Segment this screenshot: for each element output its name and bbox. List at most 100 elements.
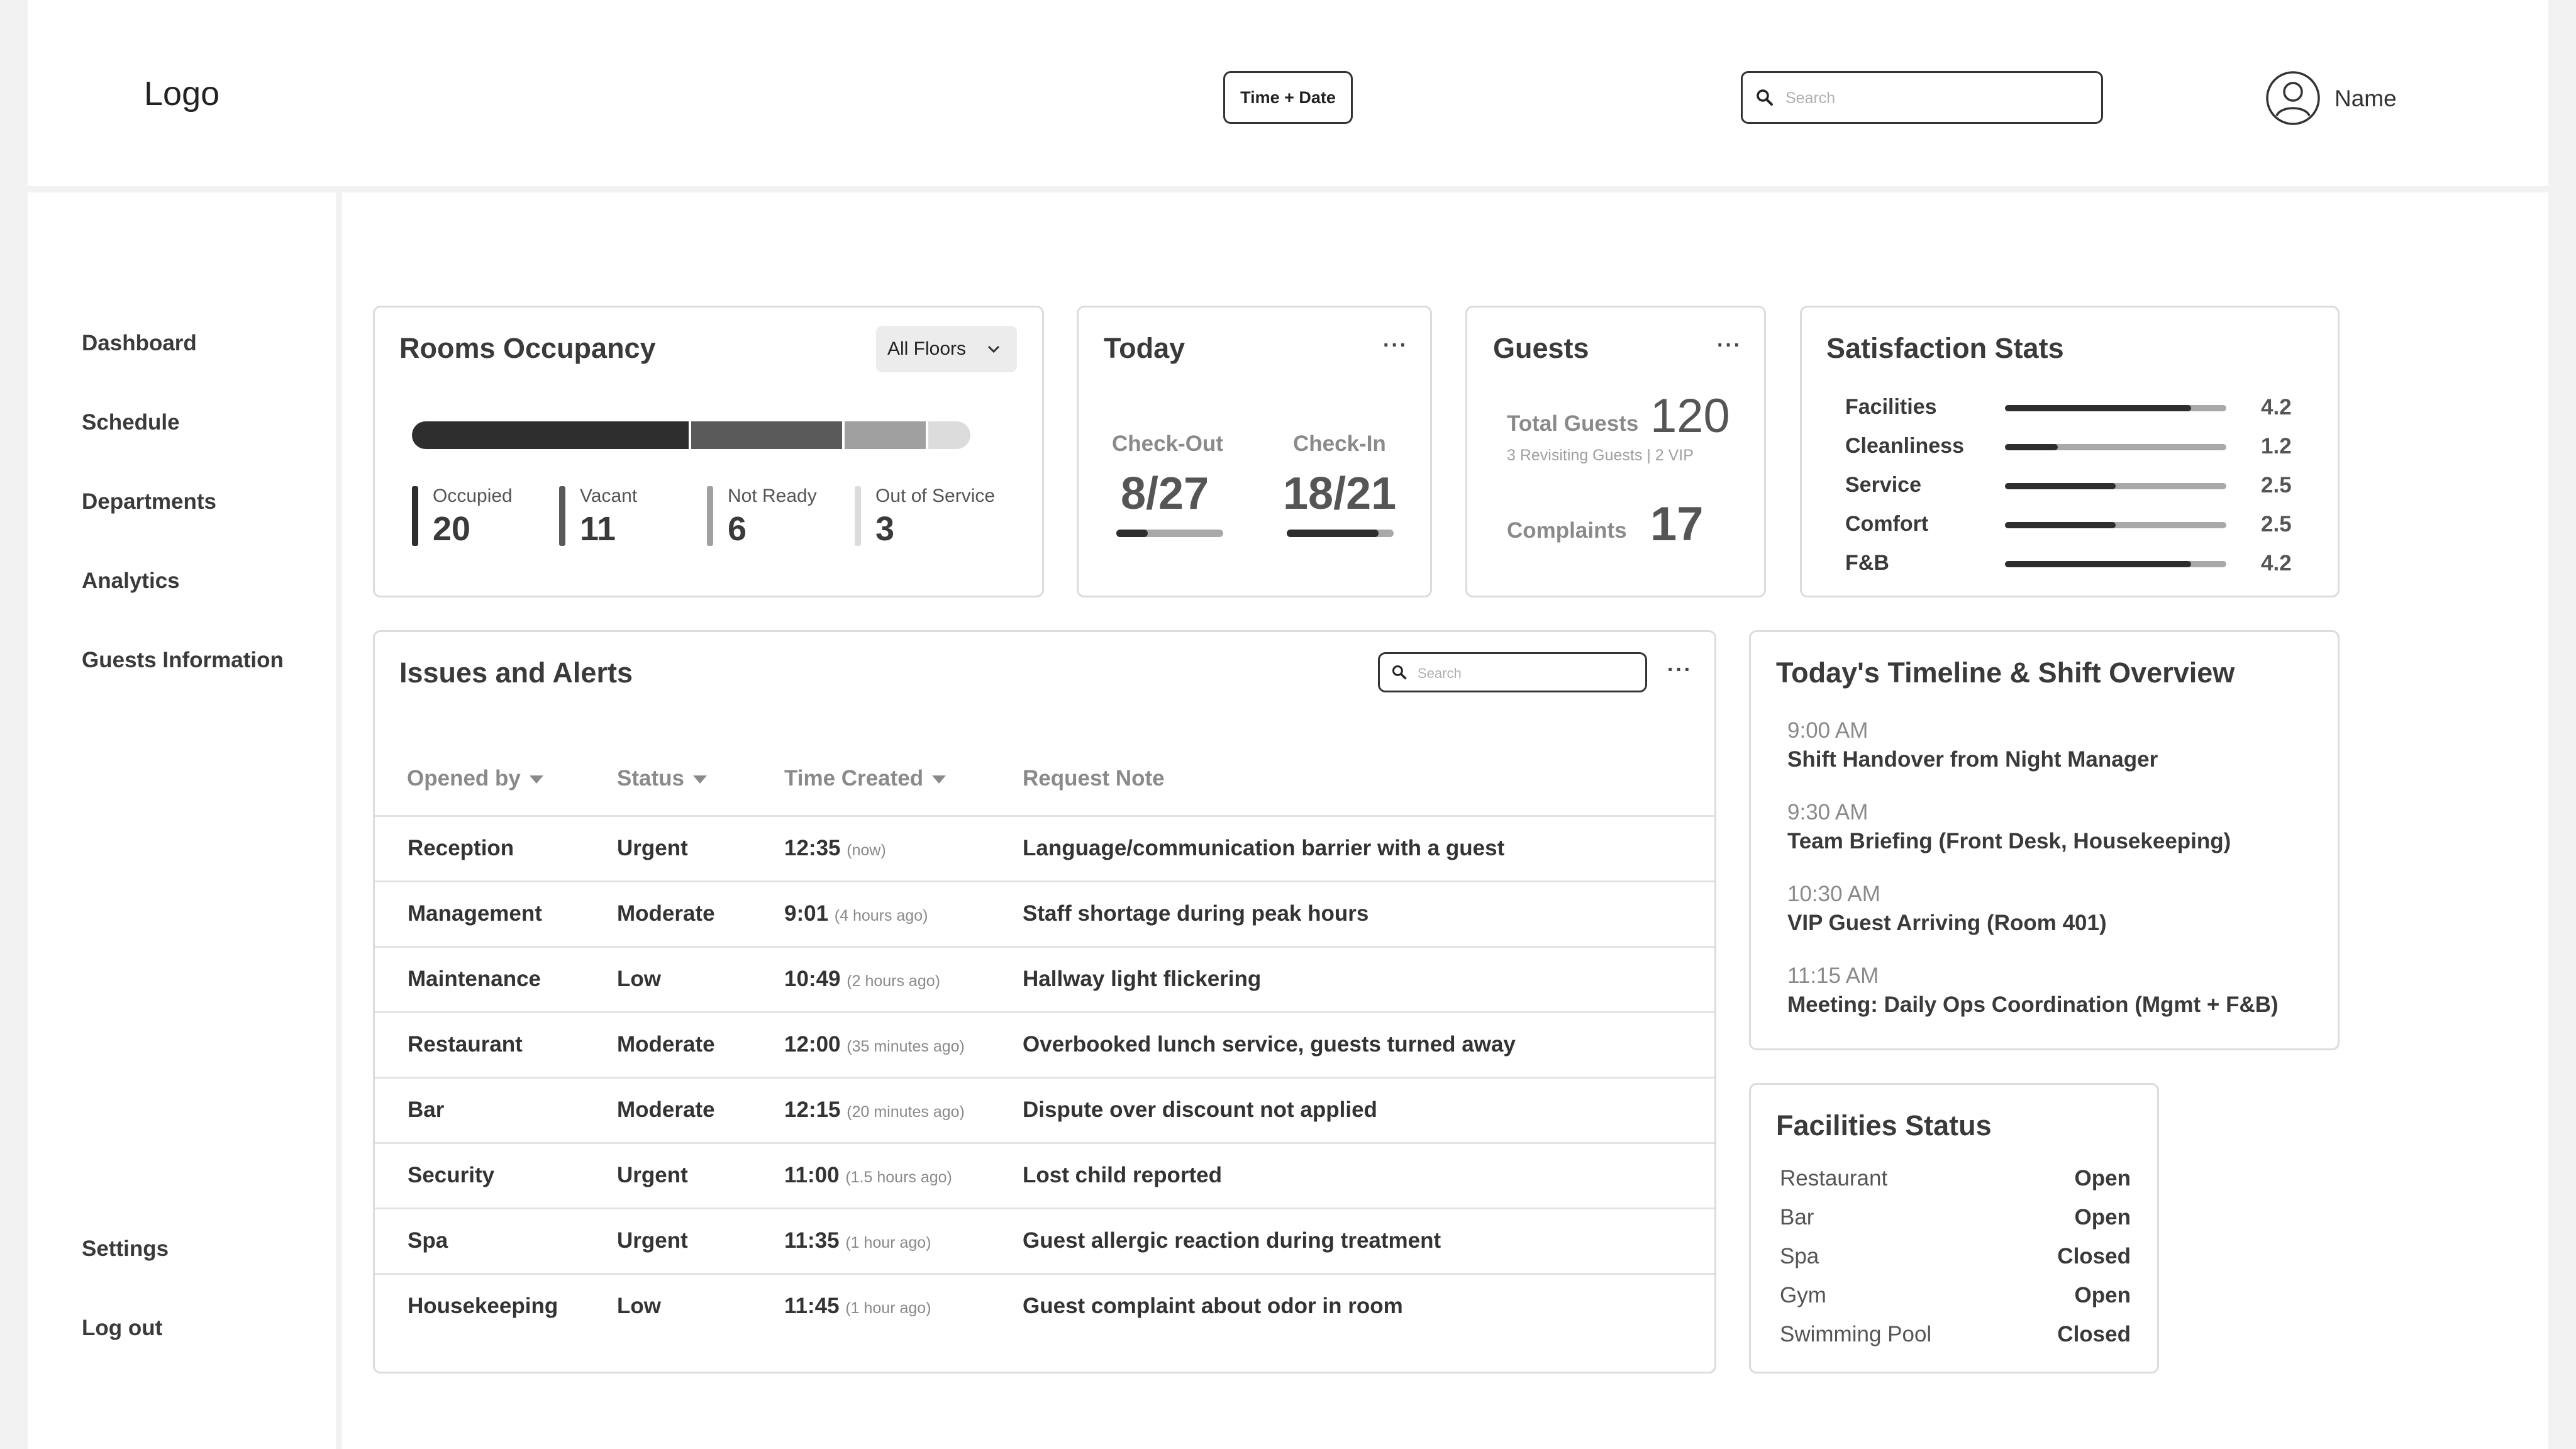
table-row[interactable]: Maintenance Low 10:49 (2 hours ago) Hall… <box>375 946 1714 1011</box>
cell-time-ago: (1 hour ago) <box>845 1234 931 1252</box>
cell-status: Urgent <box>617 1163 688 1187</box>
table-row[interactable]: Restaurant Moderate 12:00 (35 minutes ag… <box>375 1011 1714 1077</box>
stat-fill-fnb <box>2005 561 2191 567</box>
stat-value-facilities: 4.2 <box>2261 395 2292 419</box>
sidebar-item-departments[interactable]: Departments <box>82 489 216 514</box>
user-avatar[interactable] <box>2265 70 2321 129</box>
legend-marker-occupied <box>412 486 418 546</box>
column-header-request-note: Request Note <box>1023 766 1165 791</box>
cell-time-created: 9:01 (4 hours ago) <box>784 901 928 926</box>
sidebar-item-schedule[interactable]: Schedule <box>82 410 180 435</box>
time-date-button[interactable]: Time + Date <box>1223 71 1353 124</box>
cell-request-note: Overbooked lunch service, guests turned … <box>1023 1032 1516 1057</box>
checkout-progress <box>1116 530 1223 537</box>
logo[interactable]: Logo <box>144 75 220 113</box>
guests-title: Guests <box>1493 332 1589 364</box>
floor-filter-dropdown[interactable]: All Floors <box>876 326 1017 372</box>
stat-fill-comfort <box>2005 522 2116 528</box>
cell-time-ago: (35 minutes ago) <box>847 1038 965 1055</box>
occupancy-segment-out-of-service <box>928 421 970 449</box>
cell-status: Moderate <box>617 1097 715 1122</box>
cell-request-note: Language/communication barrier with a gu… <box>1023 836 1505 860</box>
cell-status: Moderate <box>617 901 715 926</box>
cell-time-ago: (2 hours ago) <box>847 972 940 990</box>
facility-status: Closed <box>2057 1244 2131 1269</box>
cell-status: Low <box>617 1294 661 1318</box>
legend-marker-vacant <box>559 486 565 546</box>
table-row[interactable]: Bar Moderate 12:15 (20 minutes ago) Disp… <box>375 1077 1714 1142</box>
user-icon <box>2266 71 2320 125</box>
issues-search-input[interactable]: Search <box>1378 652 1647 692</box>
checkout-value: 8/27 <box>1121 469 1209 519</box>
header-search-input[interactable]: Search <box>1741 71 2103 124</box>
legend-value-occupied: 20 <box>433 510 471 548</box>
issues-more-icon[interactable]: ··· <box>1667 658 1692 682</box>
sidebar <box>28 192 336 1449</box>
cell-time: 12:00 <box>784 1032 841 1057</box>
cell-time-ago: (now) <box>847 841 886 859</box>
occupancy-segment-not-ready <box>845 421 926 449</box>
stat-track-service <box>2005 483 2226 489</box>
sidebar-item-dashboard[interactable]: Dashboard <box>82 331 197 355</box>
column-header-status[interactable]: Status <box>617 766 707 791</box>
timeline-event-time: 9:30 AM <box>1787 800 1868 824</box>
stat-value-fnb: 4.2 <box>2261 551 2292 575</box>
facility-name: Gym <box>1780 1283 1826 1307</box>
legend-value-out-of-service: 3 <box>875 510 895 548</box>
sidebar-item-logout[interactable]: Log out <box>82 1316 163 1340</box>
column-header-time-created[interactable]: Time Created <box>784 766 947 791</box>
column-header-label: Status <box>617 766 684 791</box>
stat-value-cleanliness: 1.2 <box>2261 434 2292 458</box>
satisfaction-card <box>1800 306 2340 597</box>
user-name[interactable]: Name <box>2334 86 2397 111</box>
sidebar-item-settings[interactable]: Settings <box>82 1236 169 1261</box>
timeline-title: Today's Timeline & Shift Overview <box>1776 657 2235 689</box>
issues-title: Issues and Alerts <box>399 657 633 689</box>
cell-time: 9:01 <box>784 901 829 926</box>
checkin-progress <box>1287 530 1394 537</box>
sidebar-item-guests-information[interactable]: Guests Information <box>82 648 284 672</box>
cell-time-created: 10:49 (2 hours ago) <box>784 967 940 992</box>
checkin-label: Check-In <box>1293 431 1386 456</box>
column-header-opened-by[interactable]: Opened by <box>407 766 543 791</box>
cell-request-note: Guest complaint about odor in room <box>1023 1294 1403 1318</box>
cell-time-ago: (1.5 hours ago) <box>845 1169 952 1186</box>
cell-request-note: Staff shortage during peak hours <box>1023 901 1369 926</box>
guests-more-icon[interactable]: ··· <box>1717 333 1742 357</box>
today-more-icon[interactable]: ··· <box>1383 333 1408 357</box>
timeline-event-title: Team Briefing (Front Desk, Housekeeping) <box>1787 829 2231 853</box>
cell-time-created: 12:00 (35 minutes ago) <box>784 1032 965 1057</box>
cell-opened-by: Reception <box>408 836 514 860</box>
top-header: Logo Time + Date Search Name <box>28 0 2548 186</box>
today-title: Today <box>1104 332 1185 364</box>
cell-request-note: Hallway light flickering <box>1023 967 1262 991</box>
legend-label-out-of-service: Out of Service <box>875 486 996 506</box>
table-row[interactable]: Spa Urgent 11:35 (1 hour ago) Guest alle… <box>375 1208 1714 1273</box>
table-row[interactable]: Reception Urgent 12:35 (now) Language/co… <box>375 815 1714 880</box>
sidebar-item-analytics[interactable]: Analytics <box>82 569 180 593</box>
timeline-event-time: 10:30 AM <box>1787 882 1880 906</box>
legend-marker-out-of-service <box>855 486 861 546</box>
complaints-label: Complaints <box>1507 518 1627 543</box>
cell-opened-by: Bar <box>408 1097 445 1122</box>
sort-caret-icon <box>932 775 947 784</box>
occupancy-segment-occupied <box>412 421 689 449</box>
sort-caret-icon <box>529 775 543 784</box>
issues-search-placeholder: Search <box>1418 665 1462 681</box>
stat-label-fnb: F&B <box>1845 551 1889 575</box>
total-guests-value: 120 <box>1650 389 1730 443</box>
table-row[interactable]: Security Urgent 11:00 (1.5 hours ago) Lo… <box>375 1142 1714 1208</box>
table-row[interactable]: Housekeeping Low 11:45 (1 hour ago) Gues… <box>375 1273 1714 1338</box>
facility-name: Restaurant <box>1780 1166 1888 1191</box>
column-header-label: Time Created <box>784 766 924 791</box>
cell-request-note: Dispute over discount not applied <box>1023 1097 1377 1122</box>
timeline-event-title: VIP Guest Arriving (Room 401) <box>1787 911 2107 935</box>
timeline-event-time: 11:15 AM <box>1787 963 1879 988</box>
column-header-label: Request Note <box>1023 766 1165 791</box>
cell-time-created: 12:35 (now) <box>784 836 886 861</box>
facility-status: Open <box>2074 1166 2131 1191</box>
facility-name: Swimming Pool <box>1780 1322 1932 1346</box>
table-row[interactable]: Management Moderate 9:01 (4 hours ago) S… <box>375 880 1714 946</box>
cell-time-ago: (1 hour ago) <box>845 1299 931 1317</box>
sort-caret-icon <box>692 775 707 784</box>
